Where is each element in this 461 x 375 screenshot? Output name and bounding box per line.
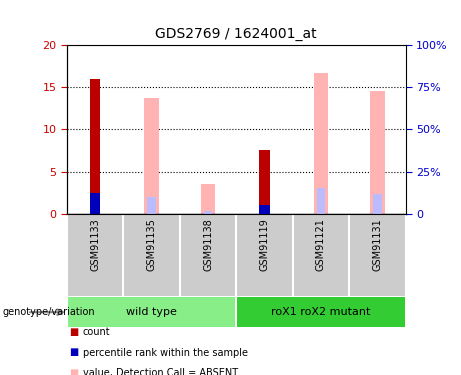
Bar — [201, 184, 215, 214]
Text: GSM91119: GSM91119 — [260, 218, 270, 271]
Text: count: count — [83, 327, 111, 337]
Text: ■: ■ — [69, 327, 78, 337]
Text: genotype/variation: genotype/variation — [2, 307, 95, 317]
Bar — [90, 79, 100, 214]
Text: ■: ■ — [69, 368, 78, 375]
Bar — [148, 197, 156, 214]
Bar — [90, 193, 100, 214]
Text: GSM91138: GSM91138 — [203, 218, 213, 271]
Text: value, Detection Call = ABSENT: value, Detection Call = ABSENT — [83, 368, 238, 375]
Bar — [237, 297, 405, 327]
Text: GSM91131: GSM91131 — [372, 218, 383, 271]
Bar — [373, 194, 382, 214]
Text: roX1 roX2 mutant: roX1 roX2 mutant — [271, 307, 371, 317]
Text: GSM91121: GSM91121 — [316, 218, 326, 271]
Bar — [260, 206, 270, 214]
Title: GDS2769 / 1624001_at: GDS2769 / 1624001_at — [155, 27, 317, 41]
Text: GSM91135: GSM91135 — [147, 218, 157, 271]
Bar — [317, 188, 325, 214]
Text: GSM91133: GSM91133 — [90, 218, 100, 271]
Bar — [314, 73, 328, 214]
Bar — [370, 92, 384, 214]
Text: ■: ■ — [69, 348, 78, 357]
Bar — [144, 98, 159, 214]
Text: percentile rank within the sample: percentile rank within the sample — [83, 348, 248, 357]
Bar — [260, 150, 270, 214]
Bar — [204, 211, 212, 214]
Bar — [68, 297, 235, 327]
Text: wild type: wild type — [126, 307, 177, 317]
